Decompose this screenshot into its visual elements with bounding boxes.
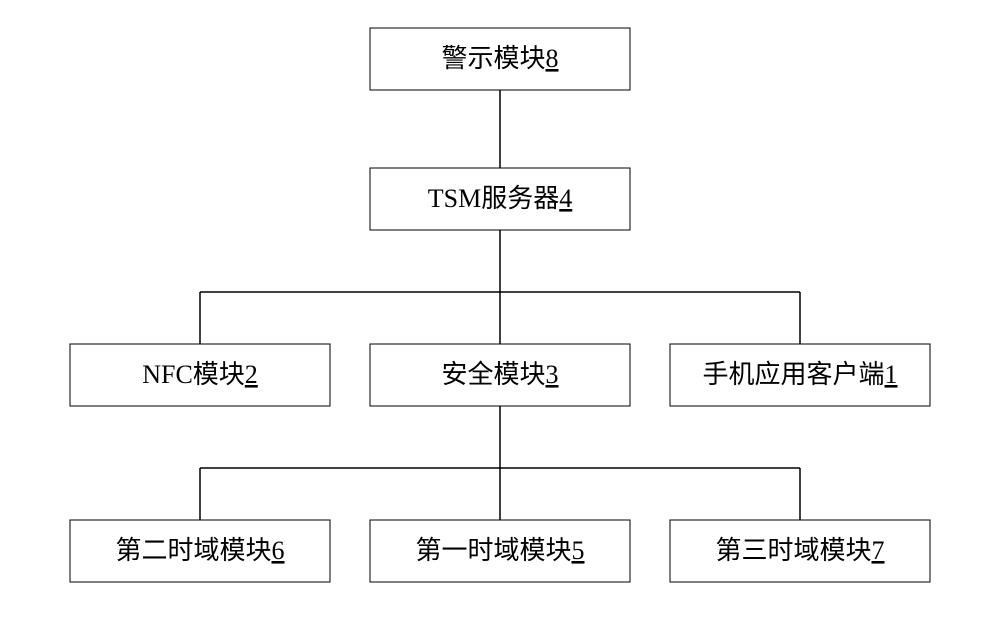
node-td3: 第三时域模块7 <box>670 520 930 582</box>
node-alert: 警示模块8 <box>370 28 630 90</box>
node-td2: 第二时域模块6 <box>70 520 330 582</box>
node-client: 手机应用客户端1 <box>670 344 930 406</box>
node-nfc: NFC模块2 <box>70 344 330 406</box>
node-tsm: TSM服务器4 <box>370 168 630 230</box>
node-label: 第一时域模块5 <box>415 536 584 565</box>
node-label: 第二时域模块6 <box>115 536 284 565</box>
node-label: 第三时域模块7 <box>715 536 884 565</box>
node-label: 安全模块3 <box>441 360 558 389</box>
node-label: TSM服务器4 <box>428 184 572 213</box>
node-label: 手机应用客户端1 <box>702 360 897 389</box>
node-sec: 安全模块3 <box>370 344 630 406</box>
node-label: NFC模块2 <box>142 360 258 389</box>
node-label: 警示模块8 <box>441 44 558 73</box>
edges-layer <box>200 90 800 520</box>
hierarchy-diagram: 警示模块8 TSM服务器4 NFC模块2 安全模块3 手机应用客户端1 第二时域模块6 第一… <box>0 0 1000 639</box>
node-td1: 第一时域模块5 <box>370 520 630 582</box>
